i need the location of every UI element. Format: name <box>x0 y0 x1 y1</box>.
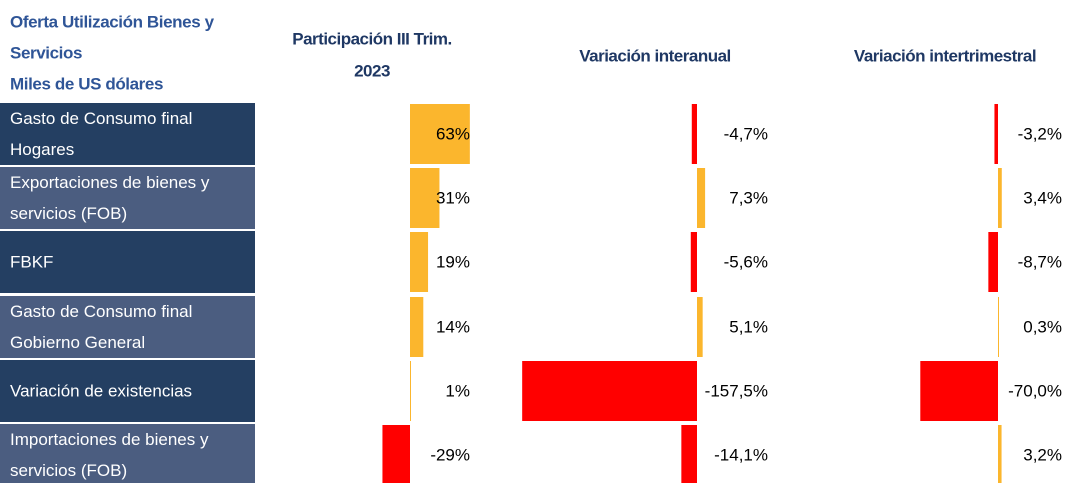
row-label-cell <box>0 360 255 422</box>
row-label: Gasto de Consumo final <box>10 302 192 321</box>
data-bar <box>382 425 410 483</box>
row-label-cell <box>0 296 255 358</box>
data-bar <box>410 104 470 164</box>
data-bar <box>410 232 429 292</box>
data-bar <box>697 297 703 357</box>
row-label-cell <box>0 103 255 165</box>
row-label: Variación de existencias <box>10 381 192 400</box>
column-title: Variación interanual <box>579 46 731 65</box>
value-label: -8,7% <box>1018 252 1062 271</box>
data-bar <box>690 232 697 292</box>
value-label: 14% <box>436 317 470 336</box>
value-label: 5,1% <box>729 317 768 336</box>
data-bar <box>697 168 706 228</box>
data-bar <box>522 361 697 421</box>
value-label: -5,6% <box>724 252 768 271</box>
row-label: Importaciones de bienes y <box>10 430 209 449</box>
header-title: Oferta Utilización Bienes y <box>10 12 215 31</box>
value-label: -4,7% <box>724 124 768 143</box>
data-bar <box>998 297 999 357</box>
value-label: 63% <box>436 124 470 143</box>
value-label: -70,0% <box>1008 381 1062 400</box>
data-bar <box>410 361 411 421</box>
value-label: -14,1% <box>714 445 768 464</box>
data-bar <box>681 425 697 483</box>
data-bar <box>410 168 440 228</box>
value-label: 31% <box>436 188 470 207</box>
row-label: Gobierno General <box>10 333 145 352</box>
header-title: Servicios <box>10 43 82 62</box>
value-label: 3,4% <box>1023 188 1062 207</box>
row-label-cell <box>0 424 255 483</box>
row-label: Hogares <box>10 140 74 159</box>
column-title: Participación III Trim. <box>292 29 452 48</box>
data-bar <box>691 104 697 164</box>
value-label: 7,3% <box>729 188 768 207</box>
value-label: -157,5% <box>705 381 768 400</box>
row-label: servicios (FOB) <box>10 461 127 480</box>
value-label: -3,2% <box>1018 124 1062 143</box>
column-title: 2023 <box>354 61 390 80</box>
data-bar <box>994 104 998 164</box>
value-label: 0,3% <box>1023 317 1062 336</box>
data-bar <box>410 297 424 357</box>
row-label: Exportaciones de bienes y <box>10 173 210 192</box>
row-label-cell <box>0 231 255 293</box>
value-label: 1% <box>445 381 470 400</box>
data-bar <box>998 425 1002 483</box>
header-title: Miles de US dólares <box>10 74 163 93</box>
value-label: 19% <box>436 252 470 271</box>
data-bar <box>920 361 998 421</box>
value-label: -29% <box>430 445 470 464</box>
data-bar <box>998 168 1002 228</box>
column-title: Variación intertrimestral <box>854 46 1036 65</box>
row-label: Gasto de Consumo final <box>10 109 192 128</box>
row-label: FBKF <box>10 252 53 271</box>
row-label-cell <box>0 167 255 229</box>
data-bar <box>988 232 998 292</box>
row-label: servicios (FOB) <box>10 204 127 223</box>
value-label: 3,2% <box>1023 445 1062 464</box>
